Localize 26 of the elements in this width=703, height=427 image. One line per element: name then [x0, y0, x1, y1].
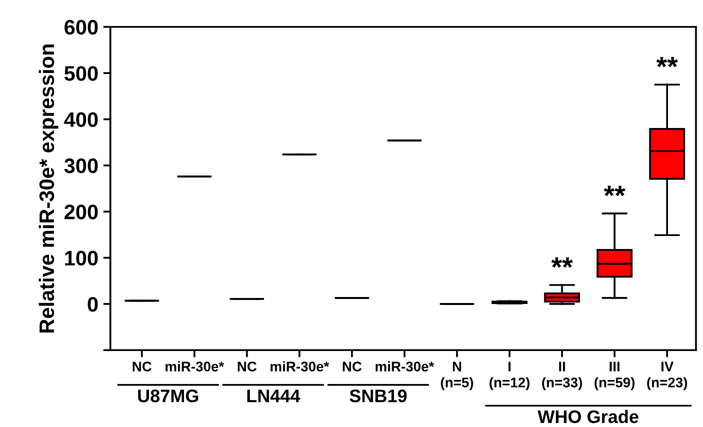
annotation: ** [604, 186, 626, 196]
text: LN444 [247, 390, 300, 402]
x-tick-label: NC [238, 362, 257, 372]
y-tick-label: 100 [65, 250, 98, 266]
text: WHO Grade [538, 410, 638, 424]
x-tick-label: miR-30e* [270, 361, 330, 372]
annotation: ** [656, 56, 678, 68]
x-tick-label: miR-30e* [376, 361, 434, 372]
x-tick-label: NC [132, 362, 152, 372]
annotation: ** [551, 257, 573, 268]
x-tick-label: IV (n=23) [647, 362, 688, 390]
text: SNB19 [350, 390, 407, 402]
y-tick-label: 500 [64, 66, 98, 81]
y-tick-label: 400 [64, 112, 98, 128]
y-tick-label: 300 [64, 158, 98, 174]
x-tick-label: NC [342, 362, 362, 372]
x-tick-label: N (n=5) [440, 362, 474, 390]
y-tick-label: 600 [64, 20, 98, 35]
y-axis-title: Relative miR-30e* expression [38, 44, 58, 332]
x-tick-label: III (n=59) [594, 362, 635, 390]
text: U87MG [138, 390, 198, 402]
x-tick-label: miR-30e* [166, 361, 224, 372]
x-tick-label: II (n=33) [542, 362, 582, 390]
y-tick-label: 200 [64, 204, 98, 220]
y-tick-label: 0 [88, 296, 98, 312]
x-tick-label: I (n=12) [490, 362, 530, 390]
